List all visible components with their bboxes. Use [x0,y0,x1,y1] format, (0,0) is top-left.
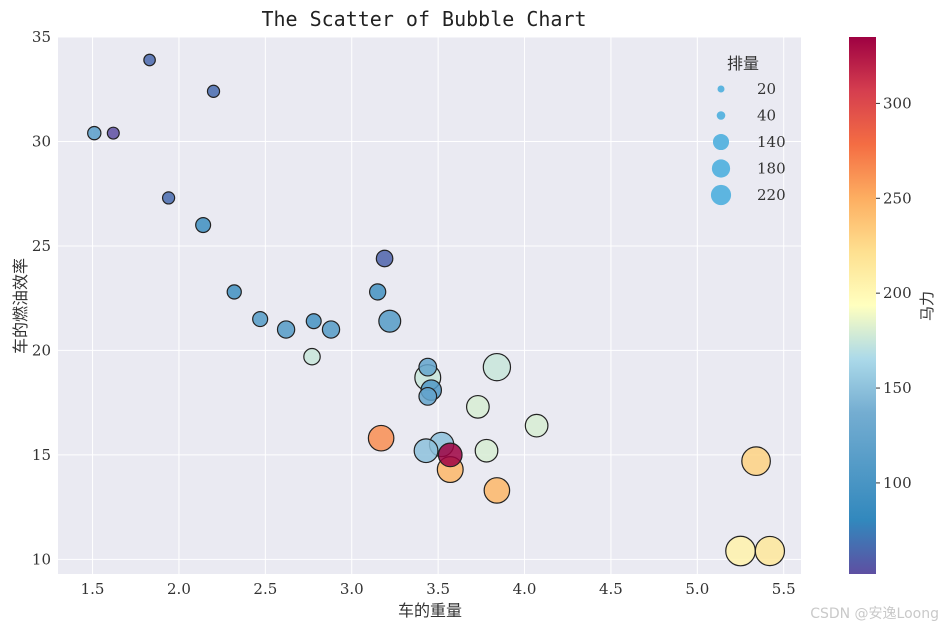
colorbar-label: 马力 [918,291,936,321]
bubble-point [367,424,395,452]
bubble-point [413,438,439,464]
grid-lines [58,36,801,574]
x-tick-labels: 1.5 2.0 2.5 3.0 3.5 4.0 4.5 5.0 5.5 [81,580,796,598]
legend-marker [716,111,726,120]
bubble-point [741,446,771,477]
y-tick-label: 25 [32,237,51,255]
colorbar [849,37,876,574]
legend-title: 排量 [727,54,759,73]
colorbar-tick-label: 300 [883,94,912,112]
legend-marker [717,85,725,93]
colorbar-tick-label: 150 [883,379,912,397]
y-tick-label: 15 [32,446,51,464]
bubble-point [303,347,321,366]
y-tick-label: 20 [32,341,51,359]
x-tick-label: 5.0 [685,580,709,598]
x-tick-label: 4.5 [599,580,623,598]
colorbar-tick-label: 250 [883,189,912,207]
bubble-point [368,283,387,301]
bubble-point [465,394,490,419]
bubble-points [87,53,786,567]
size-legend: 排量 20 40 140 180 220 [710,54,786,206]
bubble-point [305,313,322,330]
bubble-point [106,126,120,140]
x-axis-label: 车的重量 [398,601,462,620]
bubble-point [206,84,221,98]
colorbar-tick-label: 100 [883,474,912,492]
bubble-point [483,477,511,504]
bubble-point [482,352,512,382]
bubble-point [418,386,438,406]
x-tick-label: 2.5 [253,580,277,598]
legend-marker [712,133,730,151]
bubble-point [161,191,176,205]
bubble-point [143,53,156,67]
colorbar-ticks: 100 150 200 250 300 [876,94,912,492]
x-tick-label: 4.0 [513,580,537,598]
legend-entry-label: 140 [757,133,786,151]
bubble-point [418,357,438,377]
bubble-point [195,217,212,234]
watermark: CSDN @安逸Loong [810,606,939,622]
bubble-point [321,320,341,339]
y-axis-label: 车的燃油效率 [11,258,30,354]
legend-marker [710,184,732,206]
x-tick-label: 3.5 [426,580,450,598]
y-tick-labels: 10 15 20 25 30 35 [32,28,51,568]
chart-title: The Scatter of Bubble Chart [261,7,586,31]
y-tick-label: 10 [32,550,51,568]
bubble-point [276,320,296,339]
bubble-point [437,442,463,468]
x-tick-label: 2.0 [167,580,191,598]
y-tick-label: 30 [32,132,51,150]
plot-background [58,37,801,574]
legend-entry-label: 40 [757,107,776,125]
x-tick-label: 3.0 [340,580,364,598]
bubble-point [375,249,394,268]
bubble-point [754,535,786,567]
bubble-point [87,125,102,141]
legend-entry-label: 220 [757,186,786,204]
x-tick-label: 5.5 [772,580,796,598]
bubble-point [474,438,499,463]
legend-entry-label: 20 [757,80,776,98]
bubble-point [378,309,402,333]
legend-marker [711,159,731,178]
bubble-point [252,311,269,328]
x-tick-label: 1.5 [81,580,105,598]
bubble-point [524,413,549,438]
bubble-point [725,535,756,567]
legend-entry-label: 180 [757,160,786,178]
bubble-point [226,284,242,300]
y-tick-label: 35 [32,28,51,46]
colorbar-tick-label: 200 [883,284,912,302]
